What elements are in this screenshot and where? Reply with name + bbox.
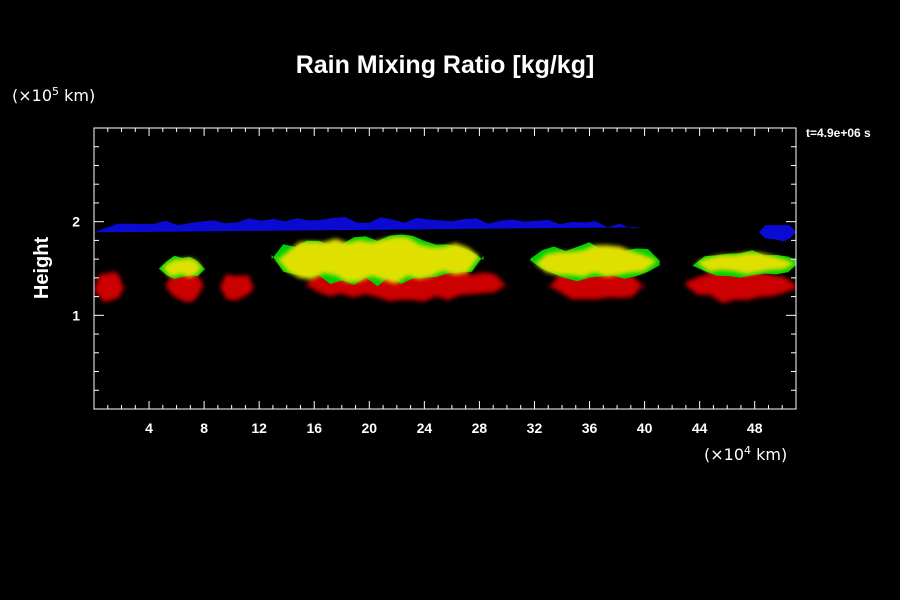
x-tick-label: 20 [362,420,378,436]
y-tick-label: 2 [72,214,80,230]
time-label: t=4.9e+06 s [806,126,871,140]
x-tick-label: 12 [251,420,267,436]
y-tick-label: 1 [72,307,80,323]
x-tick-label: 8 [200,420,208,436]
region-red-3 [220,274,254,301]
y-unit-label: (×105 km) [12,85,95,106]
plot-frame [93,127,797,410]
x-tick-label: 16 [306,420,322,436]
region-yellow-1 [162,257,202,278]
x-tick-label: 36 [582,420,598,436]
y-axis-label: Height [31,237,53,300]
x-tick-label: 28 [472,420,488,436]
region-blue-band-2 [758,225,796,242]
x-tick-label: 48 [747,420,763,436]
chart-title: Rain Mixing Ratio [kg/kg] [296,51,595,79]
data-regions [94,217,796,304]
region-red-2 [165,271,205,303]
region-red-1 [94,271,125,303]
region-yellow-3 [534,245,656,277]
x-tick-label: 44 [692,420,708,436]
x-tick-label: 24 [417,420,433,436]
x-tick-label: 4 [145,420,153,436]
x-tick-label: 32 [527,420,543,436]
region-red-6 [685,266,796,304]
x-unit-label: (×104 km) [704,444,787,465]
x-tick-label: 40 [637,420,653,436]
region-blue-band-1 [94,217,644,233]
region-yellow-4 [696,252,796,275]
region-yellow-2 [275,236,480,284]
